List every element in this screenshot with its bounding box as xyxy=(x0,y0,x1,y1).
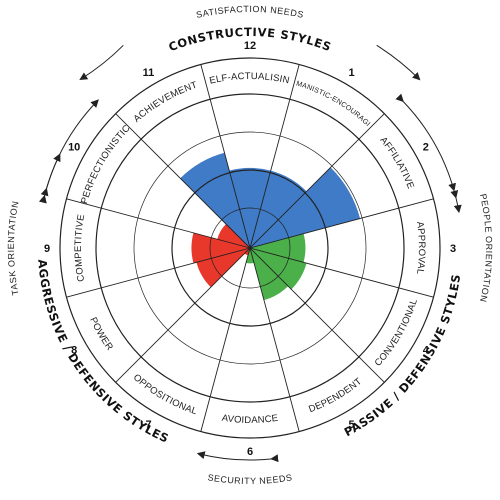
grid-ring xyxy=(59,57,441,439)
grid xyxy=(59,57,441,439)
label-oppositional: OPPOSITIONAL xyxy=(131,372,199,417)
spoke xyxy=(66,247,251,298)
group-label-aggressive: AGGRESSIVE / DEFENSIVE STYLES xyxy=(35,259,171,446)
orientation-people: PEOPLE ORIENTATION xyxy=(478,193,494,303)
segment-number-7: 7 xyxy=(145,419,151,431)
segment-labels: HUMANISTIC-ENCOURAGINGAFFILIATIVEAPPROVA… xyxy=(0,0,427,426)
grid-ring xyxy=(171,169,329,327)
sector-competitive xyxy=(191,232,250,264)
orientation-task: TASK ORIENTATION xyxy=(6,200,21,296)
label-competitive: COMPETITIVE xyxy=(73,213,87,282)
spoke xyxy=(249,198,434,249)
label-approval: APPROVAL xyxy=(414,221,427,275)
sector-perfectionistic xyxy=(217,224,250,248)
label-power: POWER xyxy=(87,316,115,353)
segment-number-4: 4 xyxy=(423,345,430,357)
segment-number-12: 12 xyxy=(244,40,256,52)
spoke xyxy=(200,64,251,249)
spoke xyxy=(249,247,300,432)
segment-number-2: 2 xyxy=(423,142,429,154)
grid-ring xyxy=(209,207,291,289)
sector-conventional xyxy=(250,248,307,290)
bracket-passive-top xyxy=(450,189,462,214)
arrow-top-right xyxy=(376,44,421,81)
spoke xyxy=(249,113,385,249)
spoke xyxy=(249,247,434,298)
orientation-security-needs: SECURITY NEEDS xyxy=(207,472,293,486)
bracket-constructive-right xyxy=(395,93,456,192)
bracket-passive-bottom xyxy=(196,451,279,463)
spoke xyxy=(249,64,300,249)
segment-number-5: 5 xyxy=(348,419,354,431)
label-achievement: ACHIEVEMENT xyxy=(132,80,199,125)
sector-dependent xyxy=(250,248,289,301)
sector-approval xyxy=(250,233,306,263)
segment-number-1: 1 xyxy=(348,67,354,79)
segment-number-11: 11 xyxy=(143,67,155,79)
spoke xyxy=(66,198,251,249)
segment-number-6: 6 xyxy=(247,446,253,458)
label-affiliative: AFFILIATIVE xyxy=(378,135,416,191)
orientation-satisfaction-needs: SATISFACTION NEEDS xyxy=(195,4,305,20)
sector-humanistic-encouraging xyxy=(250,170,307,248)
label-conventional: CONVENTIONAL xyxy=(373,298,420,369)
segment-number-8: 8 xyxy=(71,345,77,357)
bracket-aggressive-top xyxy=(38,153,61,204)
data-sectors xyxy=(180,152,361,301)
segment-number-3: 3 xyxy=(450,243,456,255)
spoke xyxy=(115,113,251,249)
label-avoidance: AVOIDANCE xyxy=(221,413,279,426)
grid-ring xyxy=(95,93,405,403)
sector-avoidance xyxy=(246,248,254,264)
segment-number-10: 10 xyxy=(68,142,80,154)
spoke xyxy=(115,247,251,383)
grid-ring xyxy=(133,131,367,365)
arrow-top-left xyxy=(79,44,124,81)
spoke xyxy=(200,247,251,432)
label-dependent: DEPENDENT xyxy=(307,376,364,415)
sector-power xyxy=(196,248,250,288)
sector-achievement xyxy=(180,152,250,248)
sector-affiliative xyxy=(250,167,361,248)
spoke xyxy=(249,247,385,383)
segment-number-9: 9 xyxy=(44,243,50,255)
